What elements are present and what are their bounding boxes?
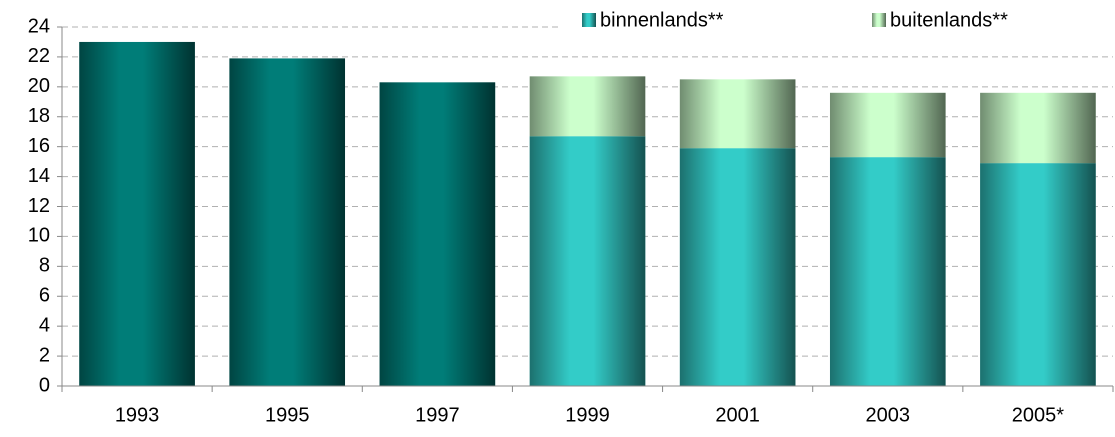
x-tick-label: 2003: [866, 404, 911, 426]
x-tick-label: 1993: [115, 404, 160, 426]
bar-shade: [79, 41, 195, 386]
x-tick-label: 2005*: [1012, 404, 1064, 426]
legend-label: buitenlands**: [890, 9, 1008, 31]
y-tick-label: 18: [28, 105, 50, 127]
y-tick-label: 6: [39, 285, 50, 307]
x-tick-label: 1997: [415, 404, 460, 426]
bar-shade: [229, 58, 346, 386]
bar-shade: [529, 76, 646, 137]
y-tick-label: 22: [28, 45, 50, 67]
legend-label: binnenlands**: [600, 9, 724, 31]
bar-shade: [980, 163, 1096, 386]
y-tick-label: 4: [39, 314, 50, 336]
y-tick-label: 10: [28, 225, 50, 247]
bar-shade: [829, 157, 946, 386]
x-tick-label: 2001: [715, 404, 760, 426]
bar-shade: [679, 79, 796, 149]
bar-shade: [379, 82, 496, 387]
bar-shade: [980, 92, 1096, 164]
x-tick-label: 1995: [265, 404, 310, 426]
legend-swatch-shade: [872, 13, 886, 27]
legend-swatch-shade: [582, 13, 596, 27]
y-tick-label: 8: [39, 255, 50, 277]
x-tick-label: 1999: [565, 404, 610, 426]
y-tick-label: 20: [28, 75, 50, 97]
bar-shade: [679, 148, 796, 386]
legend-box: [560, 4, 1113, 44]
y-tick-label: 0: [39, 374, 50, 396]
y-tick-label: 14: [28, 165, 50, 187]
y-tick-label: 16: [28, 135, 50, 157]
y-tick-label: 2: [39, 344, 50, 366]
y-tick-label: 24: [28, 15, 50, 37]
bar-shade: [529, 136, 646, 386]
bar-shade: [829, 92, 946, 158]
y-tick-label: 12: [28, 195, 50, 217]
